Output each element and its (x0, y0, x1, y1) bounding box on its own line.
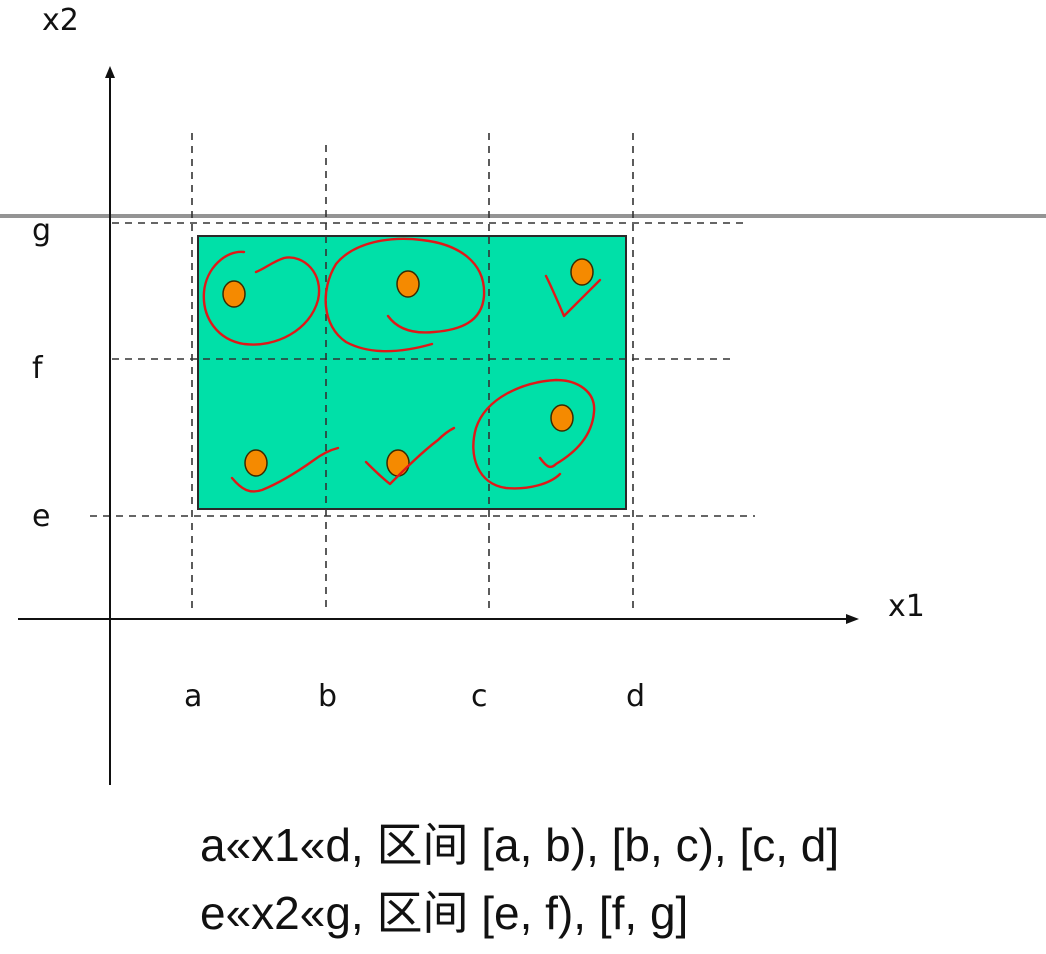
sample-point (244, 449, 268, 477)
caption-interval-x2: e«x2«g, 区间 [e, f), [f, g] (200, 887, 689, 939)
sample-points (222, 258, 594, 477)
y-axis-arrowhead (105, 66, 115, 78)
y-tick-g: g (32, 213, 51, 248)
check-annotation (364, 426, 456, 486)
circle-annotation (202, 250, 321, 346)
x-tick-b: b (318, 679, 337, 714)
x-axis-arrowhead (846, 614, 859, 624)
vertical-grid-lines (191, 133, 634, 614)
horizontal-grid-lines (90, 222, 755, 517)
caption-interval-x1: a«x1«d, 区间 [a, b), [b, c), [c, d] (200, 819, 840, 871)
x-tick-a: a (184, 679, 202, 714)
sample-point (386, 449, 410, 477)
circle-annotation (472, 378, 596, 490)
x-tick-d: d (626, 679, 645, 714)
check-annotation (544, 274, 602, 318)
x-tick-c: c (471, 679, 488, 714)
sample-point (222, 280, 246, 308)
y-tick-f: f (32, 351, 44, 386)
y-axis-label: x2 (42, 3, 79, 38)
circle-annotation (324, 237, 486, 353)
handwritten-annotations (202, 237, 602, 493)
check-annotation (230, 446, 340, 493)
y-tick-e: e (32, 499, 50, 534)
axes (18, 66, 859, 785)
sample-point (570, 258, 594, 286)
sample-point (550, 404, 574, 432)
sample-point (396, 270, 420, 298)
x-axis-label: x1 (888, 589, 925, 624)
